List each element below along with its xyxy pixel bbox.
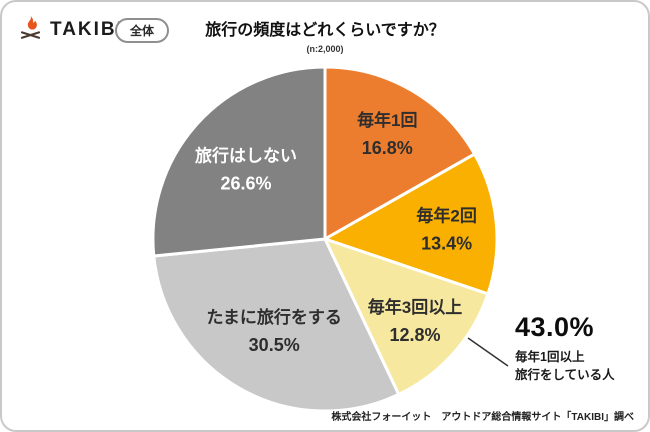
annotation-leader-line bbox=[467, 337, 509, 367]
pie-slice-percent-5: 26.6% bbox=[220, 173, 271, 193]
annotation-line-1: 毎年1回以上 bbox=[515, 350, 585, 364]
pie-slice-4 bbox=[152, 237, 401, 413]
scope-badge: 全体 bbox=[115, 18, 170, 43]
pie-slice-label-5: 旅行はしない bbox=[195, 145, 297, 165]
pie-slice-percent-4: 30.5% bbox=[249, 335, 300, 355]
pie-slice-label-3: 毎年3回以上 bbox=[368, 297, 462, 317]
sample-size-note: (n:2,000) bbox=[306, 44, 344, 54]
pie-slice-1 bbox=[323, 65, 477, 241]
takibi-logo: TAKIBI bbox=[18, 15, 124, 45]
annotation-line-2: 旅行をしている人 bbox=[515, 368, 615, 383]
annotation-description: 毎年1回以上 旅行をしている人 bbox=[515, 348, 645, 384]
pie-slice-percent-1: 16.8% bbox=[362, 138, 413, 158]
pie-slice-2 bbox=[323, 152, 499, 296]
pie-slice-5 bbox=[151, 65, 327, 258]
pie-slice-percent-2: 13.4% bbox=[421, 233, 472, 253]
pie-slice-label-2: 毎年2回 bbox=[416, 205, 476, 225]
annotation-block: 43.0% 毎年1回以上 旅行をしている人 bbox=[515, 312, 645, 384]
pie-slice-label-1: 毎年1回 bbox=[357, 110, 417, 130]
logo-text: TAKIBI bbox=[50, 19, 124, 40]
annotation-value: 43.0% bbox=[515, 312, 595, 342]
pie-slice-3 bbox=[323, 237, 490, 396]
pie-slice-label-4: たまに旅行をする bbox=[206, 307, 342, 327]
chart-title: 旅行の頻度はどれくらいですか？ bbox=[205, 22, 445, 39]
campfire-icon bbox=[18, 15, 43, 45]
pie-slice-percent-3: 12.8% bbox=[389, 325, 440, 345]
source-credit: 株式会社フォーイット アウトドア総合情報サイト「TAKIBI」調べ bbox=[331, 412, 634, 423]
